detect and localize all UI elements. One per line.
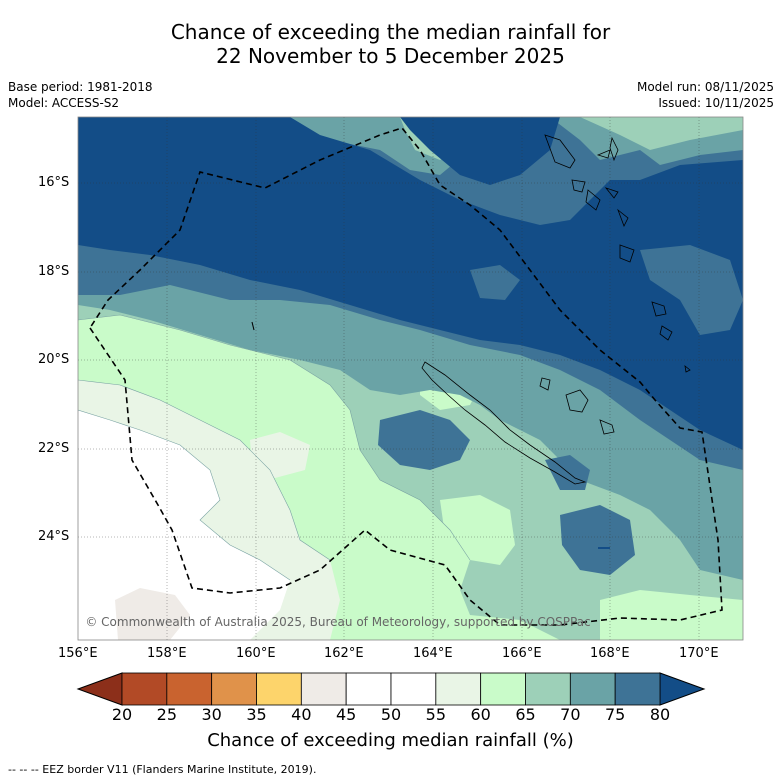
colorbar-low-arrow xyxy=(76,672,123,706)
colorbar-tick-label: 65 xyxy=(515,705,536,724)
lon-label-170e: 170°E xyxy=(679,646,719,661)
vanuatu-outline xyxy=(544,134,691,373)
colorbar-tick-label: 30 xyxy=(201,705,222,724)
colorbar-swatch xyxy=(614,672,661,706)
model-run-date: Model run: 08/11/2025 xyxy=(636,80,774,94)
issued-date: Issued: 10/11/2025 xyxy=(658,96,774,110)
colorbar-tick-label: 20 xyxy=(111,705,133,724)
lat-label-18s: 18°S xyxy=(38,264,70,279)
colorbar-tick-label: 75 xyxy=(604,705,626,724)
copyright-text: © Commonwealth of Australia 2025, Bureau… xyxy=(85,615,590,629)
colorbar-tick-label: 35 xyxy=(246,705,267,724)
contour-lines xyxy=(78,314,471,581)
colorbar-tick-label: 60 xyxy=(470,705,491,724)
band-55-60-island xyxy=(250,432,310,478)
colorbar-tick-label: 40 xyxy=(291,705,312,724)
map-frame xyxy=(77,116,744,641)
band-75-80-patch-se xyxy=(560,505,635,575)
colorbar xyxy=(76,672,706,706)
colorbar-tick-label: 45 xyxy=(335,705,357,724)
model-name: Model: ACCESS-S2 xyxy=(8,96,120,110)
band-above-80 xyxy=(78,117,743,450)
new-caledonia-outline xyxy=(421,361,587,485)
graticule xyxy=(78,117,743,640)
lat-label-20s: 20°S xyxy=(38,352,70,367)
colorbar-swatch xyxy=(569,672,616,706)
lifou-outline xyxy=(599,419,615,435)
colorbar-tick-label: 80 xyxy=(649,705,671,724)
band-40-45 xyxy=(115,588,190,640)
lon-label-156e: 156°E xyxy=(58,646,98,661)
colorbar-swatch xyxy=(121,672,168,706)
lat-label-16s: 16°S xyxy=(38,175,70,190)
colorbar-swatch xyxy=(256,672,302,706)
lat-label-24s: 24°S xyxy=(38,529,70,544)
colorbar-tick-label: 55 xyxy=(425,705,446,724)
band-50-55 xyxy=(78,410,290,640)
eez-border xyxy=(89,127,723,626)
colorbar-tick-label: 70 xyxy=(560,705,581,724)
map-plot-area: © Commonwealth of Australia 2025, Bureau… xyxy=(78,117,743,640)
chart-title-line-2: 22 November to 5 December 2025 xyxy=(216,44,565,68)
lat-label-22s: 22°S xyxy=(38,441,70,456)
base-period: Base period: 1981-2018 xyxy=(8,80,153,94)
eez-legend-footer: -- -- -- EEZ border V11 (Flanders Marine… xyxy=(8,763,317,776)
colorbar-swatch xyxy=(345,672,392,706)
lon-label-164e: 164°E xyxy=(413,646,453,661)
ouvea-outline xyxy=(539,377,551,391)
lon-label-158e: 158°E xyxy=(147,646,187,661)
lon-label-168e: 168°E xyxy=(590,646,630,661)
lon-label-160e: 160°E xyxy=(236,646,276,661)
band-75-80-patch xyxy=(378,410,470,470)
lon-label-166e: 166°E xyxy=(502,646,542,661)
band-60-65-se xyxy=(600,590,743,640)
colorbar-high-arrow xyxy=(659,672,706,706)
colorbar-swatch xyxy=(525,672,571,706)
colorbar-swatch xyxy=(166,672,213,706)
colorbar-swatch xyxy=(211,672,257,706)
colorbar-swatch xyxy=(390,672,437,706)
band-60-65-patch xyxy=(440,495,515,565)
band-above-80-n xyxy=(400,117,560,185)
reef-outline xyxy=(251,321,255,331)
colorbar-swatch xyxy=(480,672,526,706)
chart-title-line-1: Chance of exceeding the median rainfall … xyxy=(170,20,611,44)
colorbar-swatch xyxy=(300,672,347,706)
band-75-80-inner xyxy=(470,265,520,300)
colorbar-swatch xyxy=(435,672,482,706)
band-75-80-inner-e xyxy=(640,245,743,335)
colorbar-tick-label: 25 xyxy=(156,705,177,724)
lon-label-162e: 162°E xyxy=(324,646,364,661)
loyalty-islands-outline xyxy=(565,389,589,413)
colorbar-title: Chance of exceeding median rainfall (%) xyxy=(207,730,574,751)
band-65-70-ne xyxy=(580,117,743,150)
colorbar-tick-label: 50 xyxy=(380,705,402,724)
